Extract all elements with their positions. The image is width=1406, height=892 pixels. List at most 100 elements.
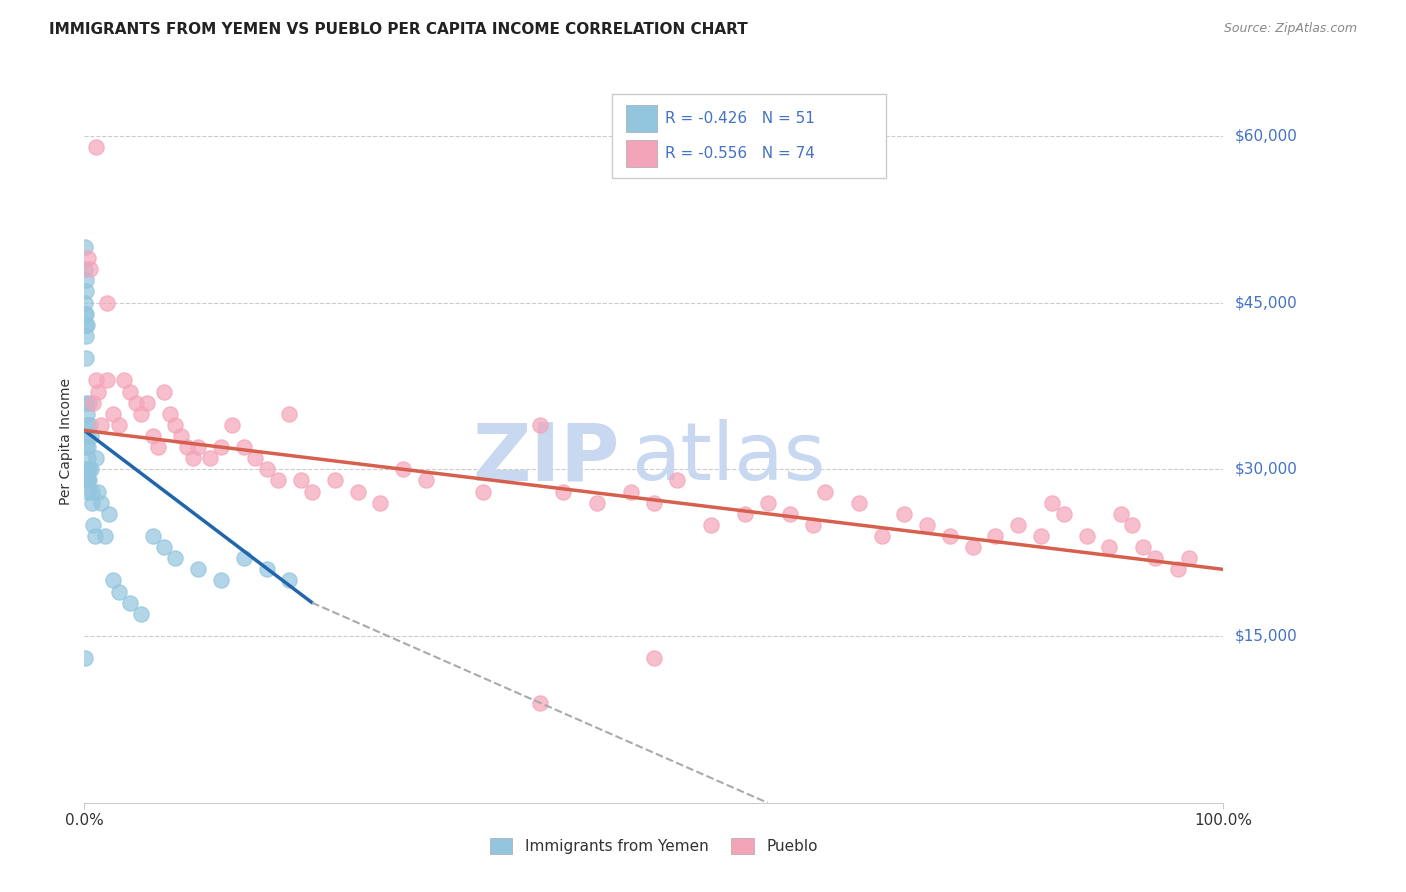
Point — [76, 440, 98, 454]
Point — [90, 496, 112, 510]
Point — [77, 462, 100, 476]
Point — [181, 451, 204, 466]
Point — [529, 696, 551, 710]
Point — [1143, 551, 1166, 566]
Text: $15,000: $15,000 — [1234, 629, 1298, 643]
Point — [79, 474, 101, 488]
Point — [84, 140, 107, 154]
Point — [232, 551, 254, 566]
Point — [870, 529, 893, 543]
Point — [1076, 529, 1098, 543]
Point — [643, 651, 665, 665]
Point — [1042, 496, 1064, 510]
Point — [142, 429, 165, 443]
Point — [76, 407, 98, 421]
Point — [76, 429, 98, 443]
Point — [165, 417, 187, 432]
Point — [96, 373, 118, 387]
Point — [187, 562, 209, 576]
Text: $45,000: $45,000 — [1234, 295, 1298, 310]
Point — [76, 417, 98, 432]
Point — [75, 262, 97, 277]
Point — [75, 307, 97, 321]
Point — [80, 484, 103, 499]
Point — [131, 407, 153, 421]
Point — [136, 395, 159, 409]
Point — [79, 417, 101, 432]
Point — [392, 462, 415, 476]
Point — [82, 496, 104, 510]
Point — [1109, 507, 1132, 521]
Point — [79, 262, 101, 277]
Point — [75, 462, 97, 476]
Point — [415, 474, 437, 488]
Point — [700, 517, 723, 532]
Point — [1053, 507, 1076, 521]
Point — [529, 417, 551, 432]
Point — [848, 496, 870, 510]
Legend: Immigrants from Yemen, Pueblo: Immigrants from Yemen, Pueblo — [484, 832, 824, 860]
Point — [101, 574, 124, 588]
Point — [209, 574, 232, 588]
Point — [187, 440, 209, 454]
Text: $60,000: $60,000 — [1234, 128, 1298, 144]
Point — [209, 440, 232, 454]
Point — [142, 529, 165, 543]
Point — [290, 474, 312, 488]
Point — [245, 451, 267, 466]
Point — [198, 451, 221, 466]
Point — [756, 496, 779, 510]
Point — [1178, 551, 1201, 566]
Point — [148, 440, 170, 454]
Point — [1098, 540, 1121, 554]
Point — [153, 540, 176, 554]
Point — [87, 484, 110, 499]
Point — [75, 240, 97, 254]
Point — [734, 507, 756, 521]
Text: Source: ZipAtlas.com: Source: ZipAtlas.com — [1223, 22, 1357, 36]
Text: R = -0.556   N = 74: R = -0.556 N = 74 — [665, 146, 815, 161]
Point — [984, 529, 1007, 543]
Point — [82, 517, 104, 532]
Point — [323, 474, 346, 488]
Point — [84, 451, 107, 466]
Point — [159, 407, 181, 421]
Point — [101, 407, 124, 421]
Point — [118, 384, 141, 399]
Point — [75, 329, 97, 343]
Point — [75, 295, 97, 310]
Point — [962, 540, 984, 554]
Point — [107, 417, 129, 432]
Point — [75, 285, 97, 299]
Point — [256, 462, 278, 476]
Point — [1132, 540, 1154, 554]
Point — [90, 417, 112, 432]
Point — [370, 496, 392, 510]
Point — [939, 529, 962, 543]
Point — [75, 307, 97, 321]
Text: R = -0.426   N = 51: R = -0.426 N = 51 — [665, 112, 815, 126]
Point — [79, 429, 101, 443]
Point — [643, 496, 665, 510]
Text: ZIP: ZIP — [472, 419, 620, 497]
Point — [84, 373, 107, 387]
Point — [77, 395, 100, 409]
Point — [232, 440, 254, 454]
Point — [779, 507, 801, 521]
Point — [915, 517, 938, 532]
Text: $30,000: $30,000 — [1234, 462, 1298, 477]
Point — [472, 484, 495, 499]
Point — [256, 562, 278, 576]
Point — [124, 395, 146, 409]
Point — [107, 584, 129, 599]
Point — [620, 484, 643, 499]
Y-axis label: Per Capita Income: Per Capita Income — [59, 378, 73, 505]
Point — [87, 384, 110, 399]
Text: atlas: atlas — [631, 419, 825, 497]
Point — [94, 529, 117, 543]
Point — [170, 429, 193, 443]
Point — [165, 551, 187, 566]
Point — [131, 607, 153, 621]
Point — [112, 373, 135, 387]
Point — [814, 484, 837, 499]
